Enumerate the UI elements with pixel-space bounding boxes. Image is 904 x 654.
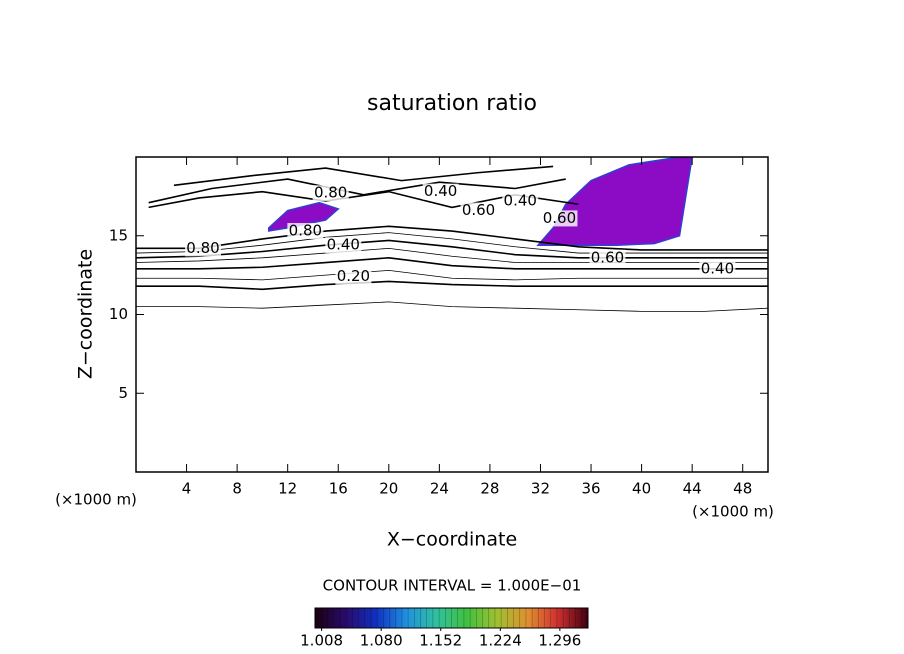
contour-label: 0.20: [337, 267, 370, 285]
contour-label-bg: [502, 193, 539, 210]
x-tick-label: 48: [733, 480, 752, 498]
contour-label: 0.60: [543, 209, 576, 227]
contour-label: 0.80: [314, 184, 347, 202]
contour-line: [148, 178, 566, 204]
colorbar-tick-label: 1.008: [300, 632, 343, 650]
contour-label-bg: [422, 183, 459, 200]
contour-label-bg: [589, 249, 626, 266]
y-tick-label: 15: [109, 226, 128, 244]
x-tick-label: 40: [632, 480, 651, 498]
x-tick-label: 4: [182, 480, 192, 498]
contour-line: [173, 165, 554, 187]
contour-line: [136, 256, 768, 270]
contour-interval: CONTOUR INTERVAL = 1.000E−01: [323, 577, 582, 595]
contour-line: [136, 247, 768, 263]
contour-line: [136, 301, 768, 312]
contour-label-bg: [325, 237, 362, 254]
contour-label-bg: [287, 223, 324, 240]
x-tick-label: 28: [480, 480, 499, 498]
contour-label-bg: [699, 260, 736, 277]
contour-label: 0.60: [462, 201, 495, 219]
contour-label-bg: [460, 202, 497, 219]
colorbar-tick-label: 1.296: [538, 632, 581, 650]
x-tick-label: 8: [232, 480, 242, 498]
contour-label: 0.40: [504, 192, 537, 210]
plot-area: 0.80 0.40 0.60 0.40 0.60 0.80 0.40 0.80 0.20 0.60…: [136, 157, 768, 312]
contour-line: [136, 232, 768, 254]
contour-label: 0.80: [186, 239, 219, 257]
contour-label: 0.60: [591, 248, 624, 266]
x-tick-label: 44: [683, 480, 702, 498]
x-tick-label: 24: [430, 480, 449, 498]
colorbar-tick-label: 1.224: [479, 632, 522, 650]
x-tick-label: 36: [581, 480, 600, 498]
contour-label: 0.40: [327, 236, 360, 254]
contour-line: [136, 225, 768, 251]
colorbar: [314, 607, 589, 629]
y-tick-label: 10: [109, 305, 128, 323]
x-tick-label: 32: [531, 480, 550, 498]
contour-label-bg: [312, 185, 349, 202]
colorbar-tick-label: 1.080: [360, 632, 403, 650]
contour-label-bg: [541, 210, 578, 227]
filled-region: [267, 201, 340, 232]
contour-label-bg: [184, 240, 221, 257]
x-tick-label: 20: [379, 480, 398, 498]
y-axis-label: Z−coordinate: [75, 249, 97, 379]
y-unit: (×1000 m): [55, 491, 137, 509]
chart-title: saturation ratio: [367, 91, 537, 116]
contour-label-bg: [335, 268, 372, 285]
contour-label: 0.40: [701, 259, 734, 277]
x-unit: (×1000 m): [692, 503, 774, 521]
contour-line: [136, 280, 768, 291]
x-axis-label: X−coordinate: [387, 529, 517, 551]
y-tick-label: 5: [118, 384, 128, 402]
x-tick-label: 12: [278, 480, 297, 498]
x-tick-label: 16: [329, 480, 348, 498]
contour-line: [136, 269, 768, 281]
contour-label: 0.80: [289, 222, 322, 240]
contour-line: [136, 239, 768, 259]
contour-label: 0.40: [424, 182, 457, 200]
colorbar-tick-label: 1.152: [419, 632, 462, 650]
